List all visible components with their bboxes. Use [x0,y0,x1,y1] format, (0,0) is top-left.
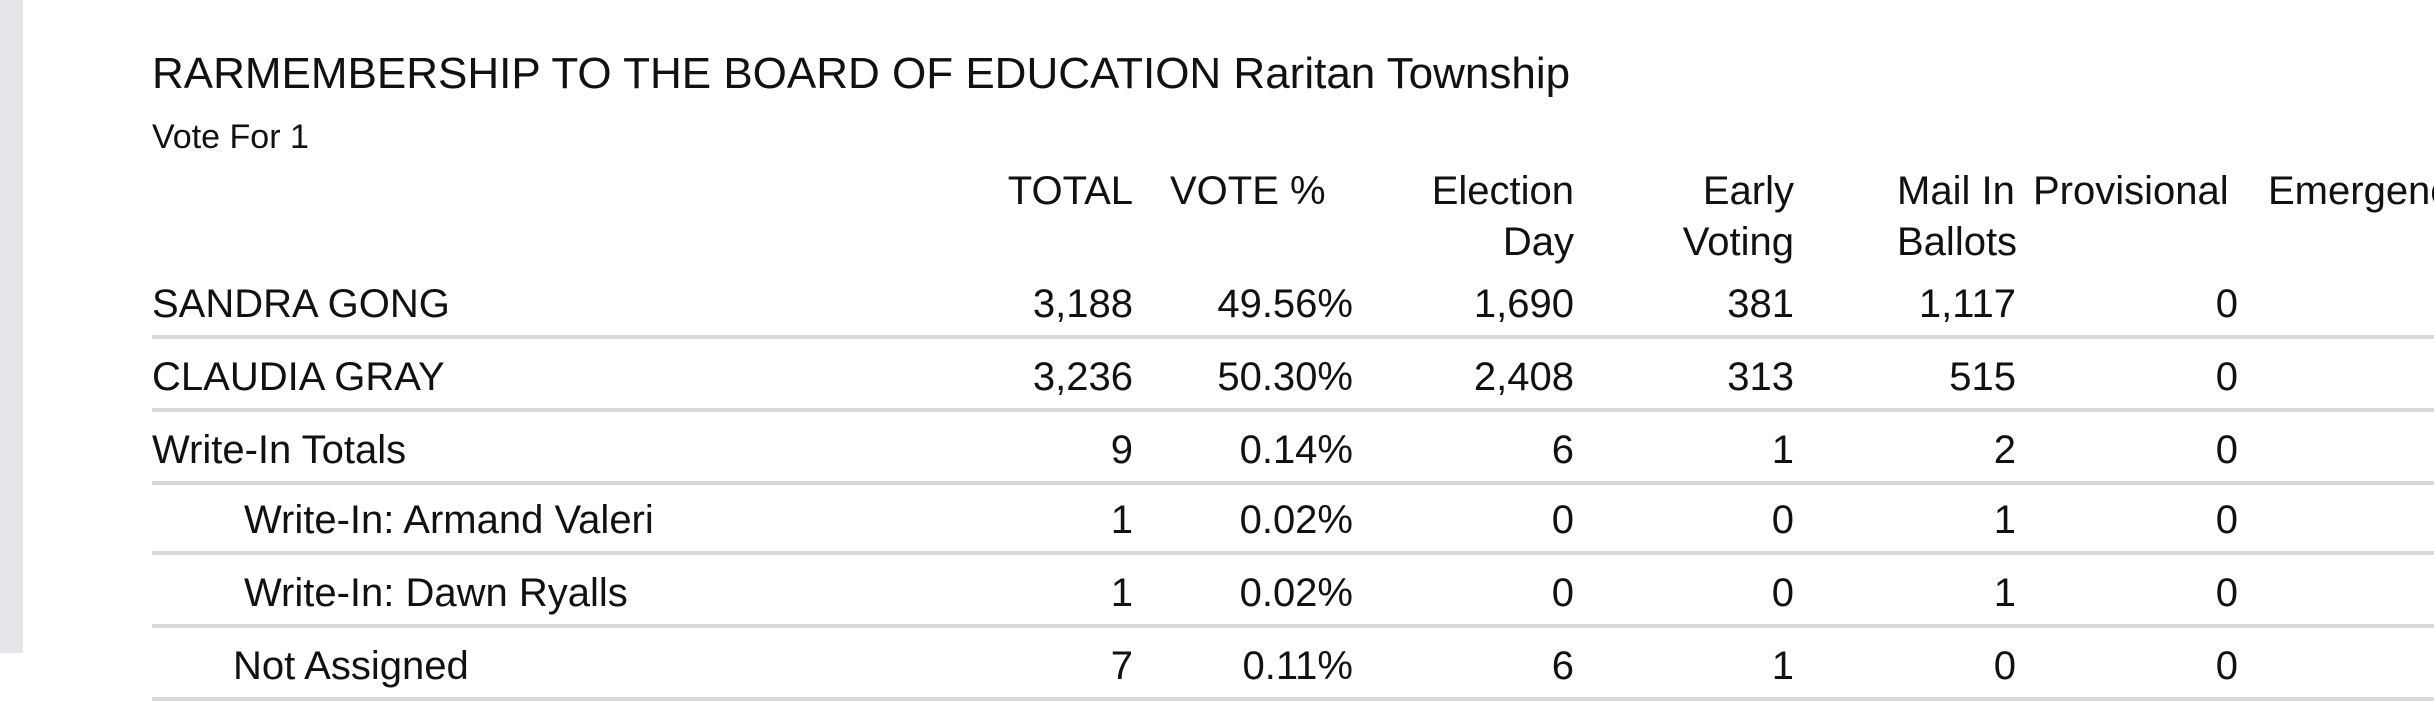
column-header: Election Day [1431,169,1574,264]
cell: 0 [2215,498,2238,542]
column-header: Emergency [2268,169,2434,213]
cell: 3,236 [1032,355,1133,399]
cell: 1,117 [1918,282,2016,326]
cell: 313 [1727,355,1794,399]
row-separator [152,624,2434,628]
cell: 0 [2160,430,2434,470]
title: RARMEMBERSHIP TO THE BOARD OF EDUCATION … [152,49,1571,98]
cell: 0 [2160,284,2434,324]
row-label: Write-In Totals [152,428,407,472]
cell: 0 [2215,355,2238,399]
cell: 515 [1949,355,2016,399]
cell: 0 [1551,498,1574,542]
row-separator [152,551,2434,555]
row-separator [152,408,2434,412]
cell: 1 [1993,498,2016,542]
row-label: Write-In: Armand Valeri [244,498,654,542]
side-strip [0,0,23,653]
cell: 0 [1551,571,1574,615]
cell: 1,690 [1473,282,1574,326]
cell: 1 [1110,571,1133,615]
row-separator [152,335,2434,339]
row-label: Write-In: Dawn Ryalls [244,571,628,615]
cell: 0 [2215,428,2238,472]
cell: 6 [1551,428,1574,472]
cell: 1 [1771,428,1794,472]
cell: 1 [1993,571,2016,615]
cell: 2 [1993,428,2016,472]
cell: 0.14% [1239,428,1353,472]
cell: 2,408 [1473,355,1574,399]
cell: 50.30% [1217,355,1353,399]
column-header: Early Voting [1682,169,1794,264]
cell: 1 [1110,498,1133,542]
subtitle: Vote For 1 [152,118,309,156]
row-separator [152,697,2434,701]
row-label: CLAUDIA GRAY [152,355,445,399]
cell: 0 [2215,282,2238,326]
cell: 0.02% [1239,571,1353,615]
cell: 0 [1771,498,1794,542]
column-header: Provisional [2033,169,2229,213]
cell: 0 [2160,646,2434,686]
cell: 3,188 [1032,282,1133,326]
column-header: VOTE % [1170,169,1326,213]
cell: 0 [1771,571,1794,615]
column-header: Mail In Ballots [1897,169,2018,264]
cell: 49.56% [1217,282,1353,326]
cell: 0 [2215,571,2238,615]
cell: 9 [1110,428,1133,472]
cell: 0 [2160,573,2434,613]
cell: 0 [2160,500,2434,540]
cell: 0.02% [1239,498,1353,542]
row-separator [152,481,2434,485]
column-header: TOTAL [1007,169,1133,213]
cell: 0 [2160,357,2434,397]
row-label: SANDRA GONG [152,282,450,326]
cell: 381 [1727,282,1794,326]
row-label: Not Assigned [233,644,469,688]
